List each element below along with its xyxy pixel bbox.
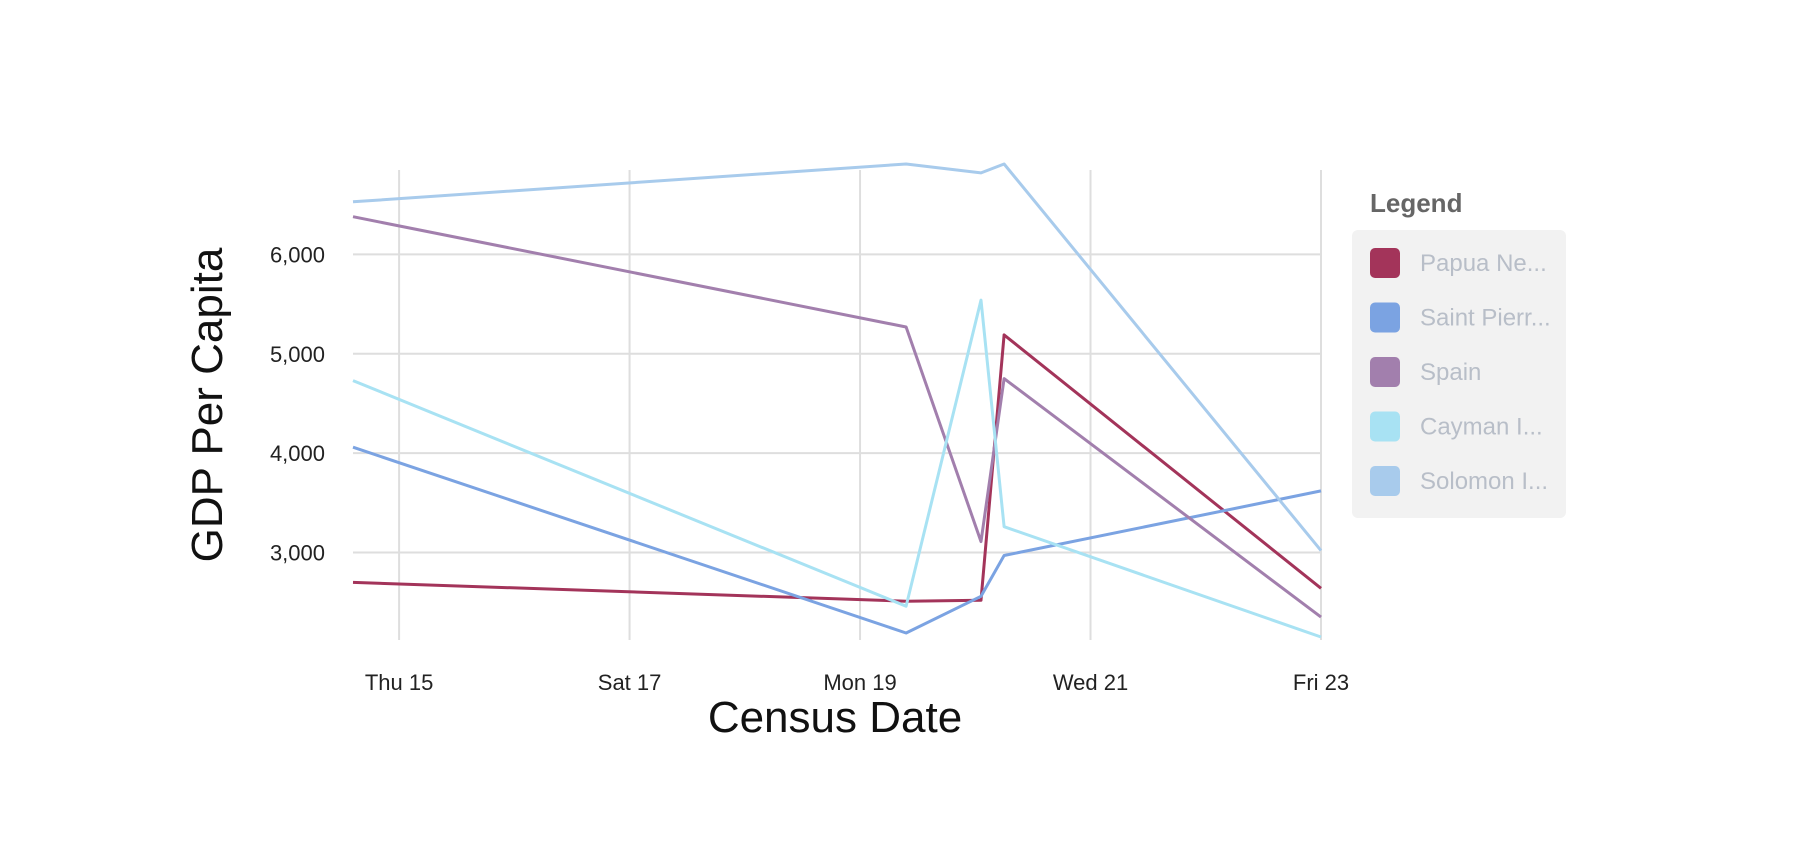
y-tick-label: 3,000 — [270, 541, 325, 566]
legend-swatch — [1370, 357, 1400, 387]
x-tick-label: Wed 21 — [1053, 670, 1128, 695]
legend-label: Spain — [1420, 359, 1481, 386]
series-line-3 — [352, 215, 1322, 619]
series-line-4 — [352, 298, 1322, 639]
legend-swatch — [1370, 411, 1400, 442]
legend-item[interactable]: Papua Ne... — [1370, 248, 1547, 278]
y-tick-label: 5,000 — [270, 342, 325, 367]
legend-box — [1352, 230, 1566, 518]
legend-item[interactable]: Spain — [1370, 357, 1481, 387]
x-tick-label: Thu 15 — [365, 670, 434, 695]
grid — [353, 170, 1322, 640]
x-tick-label: Fri 23 — [1293, 670, 1349, 695]
y-tick-label: 6,000 — [270, 242, 325, 267]
legend-label: Cayman I... — [1420, 414, 1543, 441]
legend-label: Papua Ne... — [1420, 250, 1547, 277]
legend-items: Papua Ne... Saint Pierr... Spain Cayman I..… — [1370, 248, 1551, 496]
series-lines — [352, 162, 1323, 639]
legend-label: Saint Pierr... — [1420, 305, 1551, 332]
legend-swatch — [1370, 248, 1400, 278]
legend-title: Legend — [1370, 188, 1462, 218]
y-axis-ticks: 3,000 4,000 5,000 6,000 — [270, 242, 325, 565]
legend: Legend Papua Ne... Saint Pierr... Spain Cay… — [1352, 188, 1566, 518]
y-tick-label: 4,000 — [270, 441, 325, 466]
series-line-2 — [352, 445, 1322, 635]
series-line-5 — [352, 162, 1323, 552]
y-axis-title: GDP Per Capita — [183, 247, 232, 562]
legend-label: Solomon I... — [1420, 468, 1548, 495]
legend-item[interactable]: Solomon I... — [1370, 466, 1548, 496]
x-tick-label: Mon 19 — [823, 670, 896, 695]
series-line-1 — [352, 333, 1322, 603]
x-tick-label: Sat 17 — [598, 670, 662, 695]
legend-item[interactable]: Saint Pierr... — [1370, 302, 1551, 333]
legend-swatch — [1370, 466, 1400, 496]
x-axis-ticks: Thu 15 Sat 17 Mon 19 Wed 21 Fri 23 — [365, 670, 1349, 695]
legend-item[interactable]: Cayman I... — [1370, 411, 1543, 442]
x-axis-title: Census Date — [708, 693, 962, 742]
legend-swatch — [1370, 302, 1400, 333]
